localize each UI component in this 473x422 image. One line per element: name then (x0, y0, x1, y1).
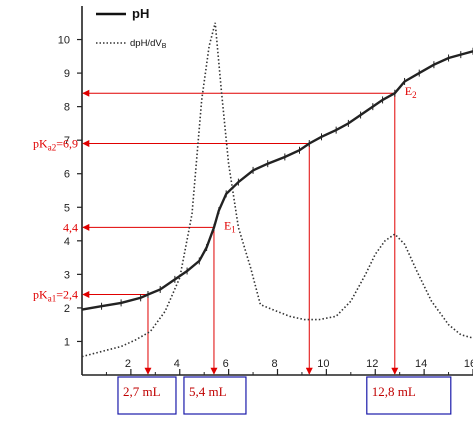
equivalence-label: E1 (224, 218, 236, 234)
y-tick-label: 1 (64, 336, 70, 348)
ref-label-sub: a2 (48, 143, 57, 153)
x-tick-label: 16 (464, 358, 473, 370)
ref-line-label: 4,4 (63, 220, 78, 234)
legend-dph-sub: B (162, 43, 167, 50)
y-tick-label: 2 (64, 303, 70, 315)
x-tick-label: 10 (317, 358, 329, 370)
y-tick-label: 6 (64, 169, 70, 181)
legend-ph-label: pH (132, 6, 149, 21)
ref-label-main: pK (33, 137, 48, 151)
x-ticks: 2 4 6 8 10 12 14 16 (105, 358, 473, 375)
ref-label-sub: a1 (48, 293, 57, 303)
x-tick-label: 6 (223, 358, 229, 370)
equivalence-label: E2 (405, 84, 417, 100)
y-ticks: 1 2 3 4 5 6 7 8 9 10 (58, 35, 82, 348)
ref-label-main: 4,4 (63, 220, 78, 234)
ph-point-markers (101, 47, 473, 310)
volume-label: 5,4 mL (189, 384, 227, 399)
legend-dph-main: dpH/dV (130, 38, 162, 49)
y-tick-label: 5 (64, 202, 70, 214)
x-tick-label: 14 (415, 358, 427, 370)
y-tick-label: 9 (64, 68, 70, 80)
equivalence-label-sub: 2 (412, 90, 417, 100)
volume-label: 12,8 mL (372, 384, 416, 399)
volume-box (366, 376, 452, 415)
volume-box (183, 376, 247, 415)
volume-box (117, 376, 177, 415)
x-tick-label: 8 (271, 358, 277, 370)
x-tick-label: 4 (174, 358, 180, 370)
legend: pH dpH/dVB (96, 6, 167, 50)
ref-label-suffix: =6,9 (56, 137, 78, 151)
legend-dph-label: dpH/dVB (130, 38, 167, 50)
y-tick-label: 8 (64, 102, 70, 114)
y-tick-label: 3 (64, 269, 70, 281)
ref-label-suffix: =2,4 (56, 287, 78, 301)
volume-labels: 2,7 mL 5,4 mL 12,8 mL (117, 376, 452, 415)
equivalence-label-main: E (224, 218, 231, 232)
ref-line-label: pKa1=2,4 (33, 287, 78, 303)
series-line-ph (81, 50, 473, 311)
equivalence-label-main: E (405, 84, 412, 98)
volume-label: 2,7 mL (123, 384, 161, 399)
y-tick-label: 4 (64, 236, 70, 248)
x-tick-label: 12 (366, 358, 378, 370)
series-line-dph-dvb (81, 22, 473, 358)
equivalence-label-sub: 1 (231, 224, 236, 234)
y-tick-label: 10 (58, 35, 70, 47)
ref-line-label: pKa2=6,9 (33, 137, 78, 153)
axes (81, 6, 473, 376)
y-tick-label: 7 (64, 135, 70, 147)
ref-label-main: pK (33, 287, 48, 301)
x-tick-label: 2 (125, 358, 131, 370)
